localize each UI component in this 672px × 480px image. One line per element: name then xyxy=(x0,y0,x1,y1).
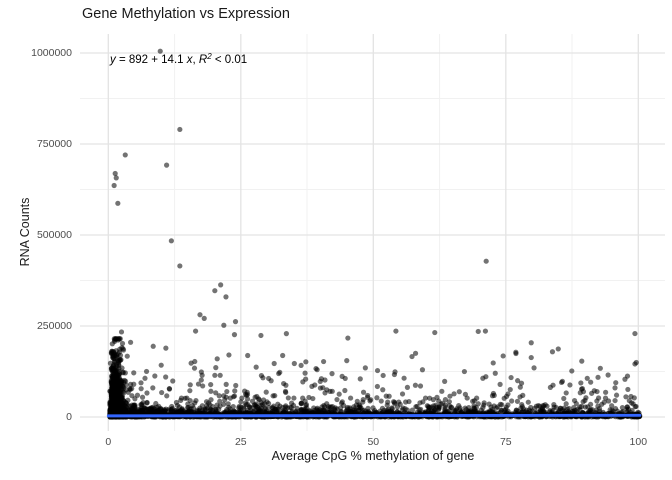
x-tick-label: 0 xyxy=(105,436,112,448)
y-tick-label: 250000 xyxy=(36,320,72,332)
regression-equation-annotation: y = 892 + 14.1 x, R2 < 0.01 xyxy=(110,52,248,66)
y-tick-label: 750000 xyxy=(36,138,72,150)
x-tick-label: 75 xyxy=(499,436,512,448)
x-tick-label: 100 xyxy=(629,436,648,448)
y-tick-label: 0 xyxy=(66,411,72,423)
x-tick-label: 50 xyxy=(367,436,380,448)
annotation-part: R xyxy=(198,54,208,66)
annotation-part: < 0.01 xyxy=(211,54,248,66)
annotation-part: 2 xyxy=(207,52,212,61)
x-axis-title: Average CpG % methylation of gene xyxy=(271,449,475,463)
annotation-part: , xyxy=(192,54,199,66)
annotation-part: = 892 + 14.1 xyxy=(115,54,187,66)
annotation-part: x xyxy=(186,54,193,66)
annotation-part: y xyxy=(110,54,116,66)
y-tick-label: 500000 xyxy=(36,229,72,241)
y-tick-label: 1000000 xyxy=(31,47,72,59)
x-tick-label: 25 xyxy=(234,436,247,448)
plot-title: Gene Methylation vs Expression xyxy=(82,6,290,22)
